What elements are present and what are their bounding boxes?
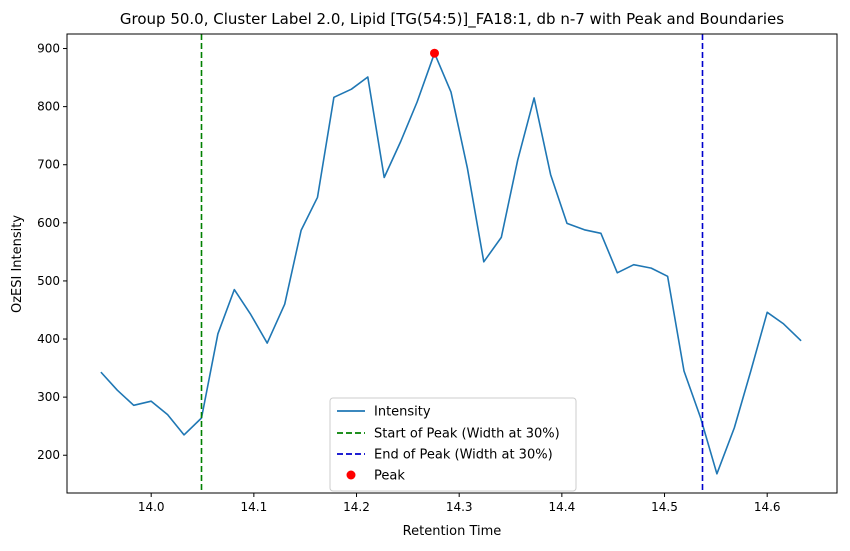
intensity-line — [100, 52, 802, 475]
legend-label-intensity: Intensity — [374, 405, 431, 420]
x-tick-label: 14.1 — [240, 500, 267, 514]
x-axis-label: Retention Time — [403, 524, 502, 539]
y-tick-label: 900 — [37, 42, 60, 56]
legend-swatch-peak — [346, 470, 356, 480]
legend: Intensity Start of Peak (Width at 30%) E… — [329, 397, 577, 492]
x-tick-label: 14.6 — [754, 500, 781, 514]
y-tick-label: 300 — [37, 390, 60, 404]
x-tick-label: 14.0 — [138, 500, 165, 514]
y-tick-label: 200 — [37, 448, 60, 462]
legend-label-peak: Peak — [374, 469, 405, 484]
y-axis-label: OzESI Intensity — [10, 215, 25, 313]
x-axis-ticks: 14.0 14.1 14.2 14.3 14.4 14.5 14.6 — [138, 493, 781, 514]
x-tick-label: 14.4 — [548, 500, 575, 514]
y-tick-label: 800 — [37, 100, 60, 114]
y-tick-label: 700 — [37, 158, 60, 172]
x-tick-label: 14.2 — [343, 500, 370, 514]
chart-title: Group 50.0, Cluster Label 2.0, Lipid [TG… — [120, 10, 784, 29]
y-tick-label: 600 — [37, 216, 60, 230]
legend-label-end-of-peak: End of Peak (Width at 30%) — [374, 448, 553, 463]
legend-label-start-of-peak: Start of Peak (Width at 30%) — [374, 427, 560, 442]
y-axis-ticks: 200 300 400 500 600 700 800 900 — [37, 42, 67, 462]
x-tick-label: 14.3 — [446, 500, 473, 514]
x-tick-label: 14.5 — [651, 500, 678, 514]
axes-frame — [66, 33, 838, 494]
peak-marker — [430, 48, 439, 58]
y-tick-label: 400 — [37, 332, 60, 346]
y-tick-label: 500 — [37, 274, 60, 288]
legend-box — [329, 397, 577, 492]
plot-area — [100, 34, 802, 493]
